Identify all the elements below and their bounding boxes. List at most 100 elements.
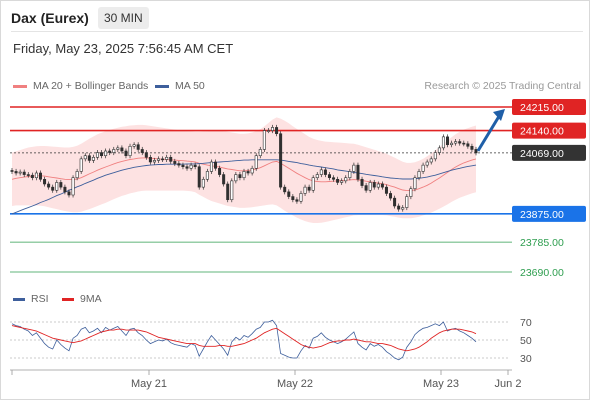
candle-body [26, 174, 30, 176]
legend-9ma-label: 9MA [80, 293, 102, 305]
candle-body [242, 171, 246, 179]
candle-body [128, 145, 132, 157]
candle-body [446, 136, 450, 146]
candle-body [14, 171, 18, 174]
candle-body [18, 171, 22, 174]
candle-body [43, 178, 47, 185]
ma50-swatch [155, 84, 169, 88]
rsi-pane: 70 50 30 [10, 317, 532, 365]
level-tag-24215.00 [512, 99, 586, 115]
level-label-24069.00: 24069.00 [520, 148, 564, 160]
candle-body [433, 152, 437, 160]
candle-body [279, 133, 283, 188]
candle-body [173, 161, 177, 164]
candle-body [295, 199, 299, 202]
level-label-24140.00: 24140.00 [520, 126, 564, 138]
candle-body [380, 183, 384, 188]
level-tag-24140.00 [512, 122, 586, 139]
candle-body [364, 185, 368, 191]
candle-body [352, 164, 356, 172]
legend-ma20-bollinger: MA 20 + Bollinger Bands [13, 80, 148, 92]
candle-body [140, 149, 144, 153]
candle-body [450, 142, 454, 146]
candle-body [222, 174, 226, 185]
candle-body [152, 160, 156, 163]
level-tag-23875.00 [512, 205, 586, 222]
candle-body [22, 171, 26, 175]
candle-body [230, 180, 234, 201]
candle-body [226, 183, 230, 201]
level-label-23875.00: 23875.00 [520, 209, 564, 221]
candle-body [83, 155, 87, 160]
candle-body [311, 177, 315, 191]
research-credit: Research © 2025 Trading Central [424, 80, 581, 92]
candle-body [30, 174, 34, 179]
candle-body [38, 172, 42, 180]
candle-body [417, 171, 421, 179]
rsi-level-label: 70 [520, 317, 532, 329]
candle-body [91, 156, 95, 161]
candle-body [120, 147, 124, 152]
x-axis: May 21 May 22 May 23 Jun 2 [10, 369, 522, 390]
candle-body [266, 130, 270, 132]
candle-body [209, 161, 213, 172]
candle-body [270, 127, 274, 131]
candle-body [303, 186, 307, 194]
candle-body [291, 196, 295, 201]
candle-body [95, 152, 99, 158]
candle-body [201, 178, 205, 188]
candle-body [185, 166, 189, 169]
candle-body [214, 161, 218, 169]
candle-body [181, 164, 185, 168]
candle-body [100, 152, 104, 157]
timeframe-button[interactable]: 30 MIN [98, 7, 149, 29]
candle-body [254, 155, 258, 169]
x-tick-label: May 22 [277, 378, 313, 390]
candle-body [144, 152, 148, 158]
candle-body [283, 186, 287, 193]
9ma-swatch [62, 297, 74, 301]
candle-body [67, 191, 71, 196]
x-tick-label: Jun 2 [495, 378, 522, 390]
candle-body [421, 164, 425, 172]
candle-body [71, 177, 75, 196]
legend-ma50-label: MA 50 [175, 80, 205, 92]
datetime-label: Friday, May 23, 2025 7:56:45 AM CET [13, 41, 234, 56]
candle-body [116, 147, 120, 150]
candle-body [462, 142, 466, 145]
candle-body [348, 171, 352, 179]
candle-body [437, 147, 441, 153]
candle-body [47, 183, 51, 188]
rsi-swatch [13, 297, 25, 301]
candle-body [368, 182, 372, 191]
candle-body [336, 178, 340, 183]
candle-body [59, 182, 63, 188]
candle-body [108, 150, 112, 153]
candle-body [165, 156, 169, 160]
candle-body [75, 171, 79, 179]
candle-body [299, 193, 303, 202]
ma20-swatch [13, 84, 27, 88]
candle-body [425, 161, 429, 166]
rsi-level-label: 50 [520, 335, 532, 347]
price-pane: 24215.00 24140.00 24069.00 23875.00 23785.00… [10, 99, 586, 279]
candle-body [458, 141, 462, 144]
candle-body [356, 164, 360, 180]
candle-body [413, 177, 417, 190]
rsi-line [11, 319, 477, 361]
candle-body [112, 149, 116, 153]
candle-body [250, 167, 254, 174]
candle-body [148, 156, 152, 163]
legend-rsi: RSI [13, 293, 49, 305]
candle-body [218, 167, 222, 175]
candle-body [132, 144, 136, 147]
legend-ma20-label: MA 20 + Bollinger Bands [33, 80, 149, 92]
candle-body [205, 171, 209, 180]
legend-rsi-label: RSI [31, 293, 49, 305]
candle-body [193, 164, 197, 168]
candle-body [429, 158, 433, 163]
9ma-line [11, 325, 477, 352]
candle-body [51, 186, 55, 191]
candle-body [169, 156, 173, 162]
candle-body [389, 193, 393, 199]
